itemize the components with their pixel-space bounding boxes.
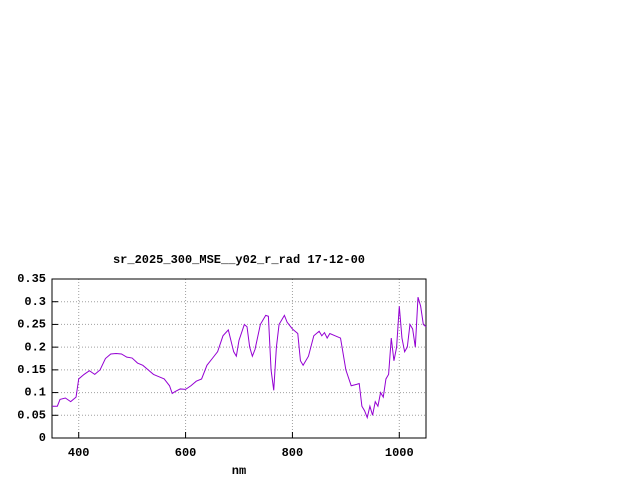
plot-border (51, 278, 427, 439)
data-line (52, 297, 427, 420)
y-tick-label: 0.05 (17, 408, 46, 422)
y-tick-label: 0.35 (17, 272, 46, 286)
x-tick-label: 1000 (385, 446, 414, 460)
y-tick-label: 0.15 (17, 363, 46, 377)
y-tick-label: 0.2 (24, 340, 46, 354)
y-tick-label: 0.25 (17, 318, 46, 332)
x-tick-label: 800 (282, 446, 304, 460)
y-tick-label: 0.1 (24, 386, 46, 400)
x-axis-label: nm (232, 464, 246, 478)
y-tick-label: 0.3 (24, 295, 46, 309)
x-tick-label: 600 (175, 446, 197, 460)
x-tick-label: 400 (68, 446, 90, 460)
y-tick-label: 0 (39, 431, 46, 445)
chart-title: sr_2025_300_MSE__y02_r_rad 17-12-00 (113, 253, 365, 267)
